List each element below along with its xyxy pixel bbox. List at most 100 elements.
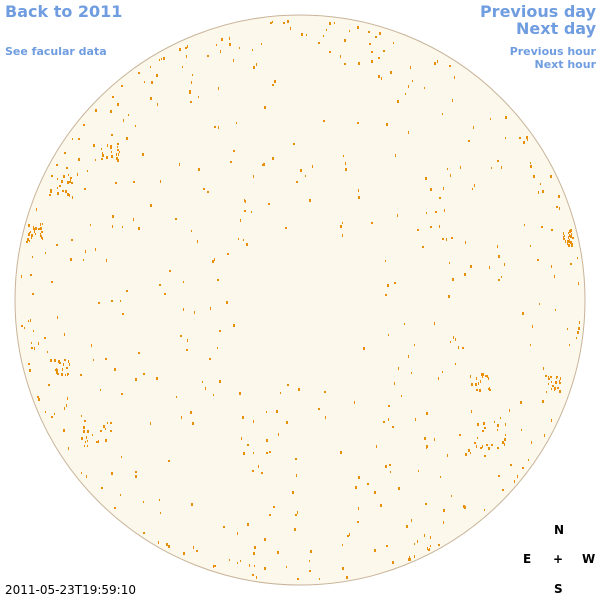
facula (65, 190, 67, 193)
facula (505, 434, 506, 436)
next-hour-link[interactable]: Next hour (534, 58, 597, 71)
facula (126, 290, 128, 292)
facula (358, 476, 360, 479)
next-day-link[interactable]: Next day (516, 19, 596, 38)
facula (42, 237, 43, 240)
facula (198, 96, 199, 98)
facula (425, 503, 427, 505)
facula (504, 438, 506, 441)
facula (483, 422, 485, 425)
facula (551, 419, 552, 422)
facula (168, 545, 170, 548)
facula (90, 224, 91, 226)
facula (486, 444, 488, 446)
facula (455, 363, 456, 365)
facula (68, 447, 69, 450)
facula (38, 398, 40, 401)
facula (107, 144, 108, 147)
facula (121, 393, 123, 395)
facula (138, 227, 140, 230)
facula (485, 375, 487, 377)
facula (65, 374, 66, 376)
facula (266, 439, 268, 442)
facula (273, 506, 275, 508)
facula (523, 141, 525, 144)
facula (117, 103, 119, 106)
facula (438, 544, 440, 546)
facula (241, 437, 242, 440)
facula (191, 230, 192, 232)
facula (477, 437, 478, 439)
facula (389, 464, 391, 466)
facula (287, 20, 289, 23)
facula (489, 266, 490, 269)
facula (318, 408, 320, 410)
facula (577, 331, 579, 334)
facula (548, 383, 549, 385)
timestamp: 2011-05-23T19:59:10 (5, 583, 136, 597)
facula (49, 194, 51, 196)
facula (312, 165, 313, 168)
facula (86, 436, 87, 439)
facula (528, 459, 529, 461)
facula (451, 495, 452, 497)
facula (568, 240, 570, 243)
facula (497, 160, 499, 162)
facula (550, 175, 552, 178)
facula (296, 181, 298, 183)
facula (86, 475, 87, 478)
facula (406, 525, 408, 528)
facula (430, 188, 432, 191)
facula (101, 148, 102, 150)
facula (453, 336, 454, 339)
facula (385, 294, 387, 296)
facula (156, 377, 158, 380)
facula (253, 420, 254, 423)
facula (133, 218, 134, 221)
facula (443, 187, 444, 190)
facula (117, 143, 119, 145)
facula (434, 322, 435, 325)
facula (264, 106, 266, 109)
facula (226, 301, 228, 304)
facula (323, 120, 325, 122)
facula (427, 547, 428, 550)
facula (36, 209, 37, 211)
facula (498, 279, 500, 281)
facula (81, 437, 83, 440)
facula (151, 81, 153, 84)
facula (135, 378, 137, 381)
previous-hour-link[interactable]: Previous hour (509, 45, 596, 58)
facula (468, 449, 470, 452)
facula (502, 489, 504, 491)
back-link[interactable]: Back to 2011 (5, 2, 123, 21)
facula (47, 351, 48, 353)
facula (567, 328, 568, 330)
facula (490, 118, 491, 120)
facula (122, 313, 124, 315)
facula (58, 360, 60, 363)
facula (387, 284, 389, 287)
facula (209, 358, 211, 360)
facula (207, 191, 209, 193)
facula (150, 204, 152, 207)
facula (69, 181, 71, 183)
facula (412, 80, 413, 82)
facula (24, 327, 25, 329)
facula (143, 373, 145, 375)
facula (264, 538, 266, 541)
facula (244, 199, 245, 202)
facula (408, 558, 409, 561)
previous-day-link[interactable]: Previous day (479, 2, 596, 21)
facula (57, 373, 59, 375)
facula (205, 387, 206, 390)
facula (229, 559, 230, 561)
facula (31, 342, 32, 344)
facula (240, 560, 241, 562)
facula (40, 235, 42, 237)
facula (135, 475, 137, 478)
facular-link[interactable]: See facular data (5, 45, 107, 58)
facula (546, 391, 547, 393)
facula (252, 574, 254, 576)
facula (66, 167, 68, 169)
